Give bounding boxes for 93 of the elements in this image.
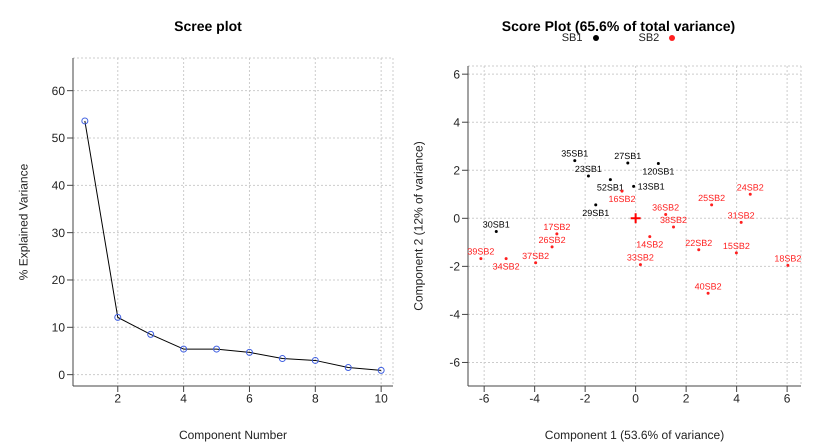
data-label: 18SB2: [774, 253, 802, 264]
data-label: 31SB2: [728, 210, 755, 220]
x-tick-label: 6: [784, 392, 791, 406]
y-tick-label: 0: [58, 368, 66, 382]
point: [626, 162, 630, 165]
point: [706, 292, 710, 295]
y-axis-title: Component 2 (12% of variance): [411, 141, 426, 311]
y-tick-label: -4: [449, 308, 460, 322]
x-axis-title: Component Number: [178, 428, 288, 442]
x-tick-label: 4: [733, 392, 740, 406]
x-tick-label: 10: [374, 392, 388, 406]
point: [81, 117, 88, 124]
y-tick-label: 50: [52, 131, 66, 146]
data-label: 17SB2: [543, 222, 570, 232]
point: [147, 330, 154, 338]
point: [344, 364, 352, 372]
y-tick-label: 10: [52, 320, 66, 335]
point: [710, 203, 714, 206]
data-label: 37SB2: [522, 250, 550, 261]
data-label: 15SB2: [722, 240, 750, 251]
data-label: 34SB2: [492, 262, 520, 272]
data-label: 25SB2: [698, 192, 726, 203]
point: [672, 225, 676, 228]
x-tick-label: 8: [312, 392, 319, 406]
y-tick-label: 30: [52, 226, 66, 240]
data-label: 23SB1: [574, 164, 602, 174]
point: [555, 232, 558, 236]
point: [630, 212, 642, 224]
y-tick-label: -6: [449, 356, 460, 370]
data-label: 30SB1: [482, 220, 510, 230]
data-label: 24SB2: [736, 182, 764, 192]
point: [180, 346, 188, 353]
y-tick-label: 20: [52, 273, 66, 288]
x-tick-label: 6: [246, 392, 254, 406]
point: [479, 257, 482, 260]
point: [786, 264, 790, 267]
y-tick-label: 4: [453, 115, 460, 130]
point: [504, 257, 508, 260]
x-tick-label: -6: [478, 392, 490, 406]
point: [550, 245, 554, 248]
x-tick-label: -4: [529, 392, 540, 406]
y-axis-title: % Explained Variance: [16, 163, 30, 280]
point: [740, 220, 743, 224]
y-tick-label: 60: [52, 84, 66, 98]
data-label: 26SB2: [538, 234, 566, 245]
data-label: 27SB1: [614, 151, 642, 162]
point: [312, 356, 319, 364]
data-label: 22SB2: [685, 238, 712, 248]
point: [608, 178, 612, 182]
x-tick-label: 2: [114, 392, 122, 406]
data-label: 52SB1: [596, 182, 624, 193]
point: [748, 192, 752, 196]
point: [656, 162, 660, 166]
x-tick-label: 4: [180, 392, 188, 406]
point: [278, 355, 286, 362]
data-label: 14SB2: [636, 240, 664, 250]
chart-title: Score Plot (65.6% of total variance): [500, 18, 736, 34]
point: [586, 174, 590, 178]
data-label: 120SB1: [642, 166, 674, 177]
point: [648, 235, 652, 238]
point: [664, 212, 668, 216]
point: [573, 159, 576, 162]
point: [594, 203, 598, 206]
data-label: 40SB2: [694, 281, 722, 292]
legend-label: SB1: [562, 32, 582, 44]
point: [697, 248, 700, 252]
y-tick-label: 6: [453, 67, 460, 82]
point: [534, 261, 538, 264]
data-label: 16SB2: [608, 194, 636, 204]
point: [638, 263, 642, 266]
chart-title: Scree plot: [173, 18, 243, 34]
point: [378, 366, 385, 374]
legend-label: SB2: [638, 32, 660, 44]
data-label: 38SB2: [660, 214, 688, 225]
data-label: 33SB2: [626, 252, 654, 263]
y-tick-label: 2: [453, 164, 460, 178]
data-label: 35SB1: [561, 148, 588, 159]
data-label: 13SB1: [638, 181, 665, 192]
y-tick-label: 40: [52, 178, 66, 193]
point: [114, 314, 122, 321]
y-tick-label: -2: [449, 260, 460, 274]
point: [246, 348, 253, 356]
point: [632, 184, 636, 188]
data-label: 36SB2: [652, 202, 680, 212]
y-tick-label: 0: [453, 212, 460, 226]
x-tick-label: 2: [682, 392, 690, 406]
x-tick-label: -2: [580, 392, 591, 406]
x-tick-label: 0: [632, 392, 640, 406]
point: [734, 251, 738, 254]
point: [494, 230, 498, 234]
x-axis-title: Component 1 (53.6% of variance): [544, 428, 724, 442]
point: [213, 346, 220, 353]
data-label: 29SB1: [582, 208, 610, 218]
